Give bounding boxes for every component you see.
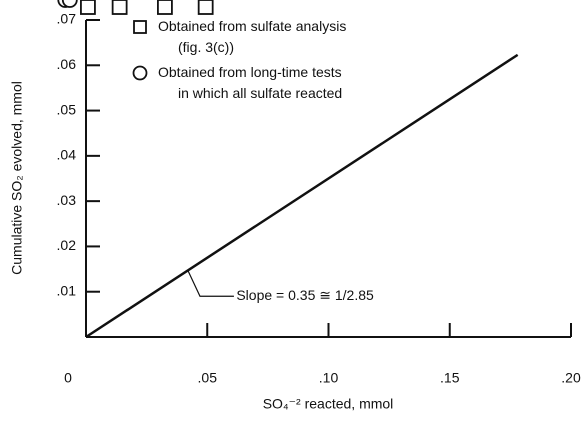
x-tick-label: .05 xyxy=(198,370,218,386)
x-tick-label: .15 xyxy=(440,370,460,386)
point xyxy=(197,0,214,15)
y-tick-label: .01 xyxy=(57,282,77,298)
annotation: Slope = 0.35 ≅ 1/2.85 xyxy=(236,287,374,303)
fit-line xyxy=(85,53,519,339)
point xyxy=(61,0,78,8)
y-tick-label: .03 xyxy=(57,192,77,208)
legend-label: Obtained from long-time tests in which al… xyxy=(158,64,342,101)
annotation-leader xyxy=(187,270,234,297)
y-tick-label: .06 xyxy=(57,56,77,72)
legend-label: Obtained from sulfate analysis (fig. 3(c)… xyxy=(158,18,346,55)
x-tick-label: .10 xyxy=(319,370,339,386)
y-tick-label: .05 xyxy=(57,101,77,117)
point xyxy=(80,0,96,15)
y-tick-label: .02 xyxy=(57,237,77,253)
y-tick-label: .04 xyxy=(57,147,77,163)
point xyxy=(111,0,128,15)
x-tick-label: 0 xyxy=(64,370,72,386)
x-tick-label: .20 xyxy=(561,370,581,386)
legend-symbol xyxy=(133,20,147,34)
y-axis-label: Cumulative SO₂ evolved, mmol xyxy=(9,81,25,275)
legend-symbol xyxy=(132,65,148,81)
point xyxy=(157,0,173,15)
x-axis-label: SO₄⁻² reacted, mmol xyxy=(263,396,394,412)
y-tick-label: .07 xyxy=(57,11,77,27)
